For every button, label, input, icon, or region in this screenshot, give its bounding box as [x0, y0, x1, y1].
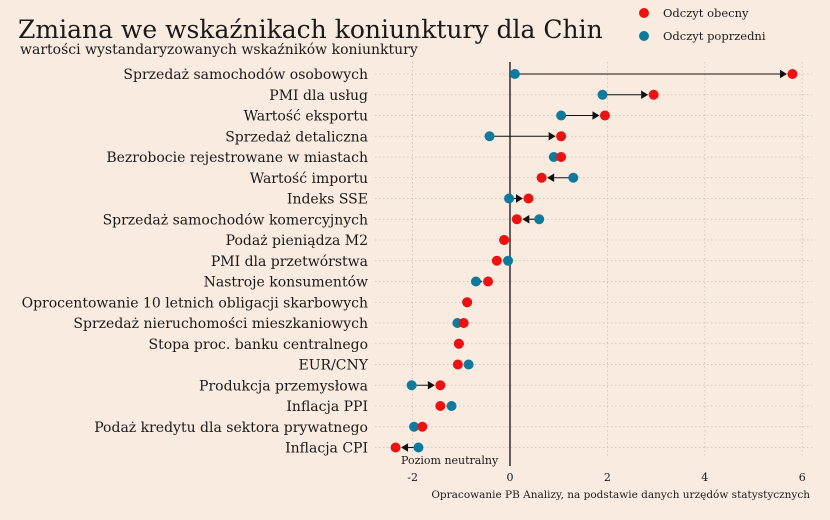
point-current — [556, 152, 567, 162]
point-previous — [413, 442, 424, 453]
change-arrow-head — [641, 90, 649, 99]
x-tick-label: 0 — [507, 471, 514, 484]
category-label: Produkcja przemysłowa — [199, 378, 368, 394]
x-tick-label: 4 — [701, 471, 708, 484]
category-label: EUR/CNY — [299, 358, 369, 374]
legend-label-current: Odczyt obecny — [663, 6, 749, 20]
x-tick-label: 6 — [799, 471, 806, 484]
point-current — [462, 297, 473, 308]
point-previous — [463, 359, 474, 370]
data-points — [390, 69, 798, 453]
point-current — [536, 172, 547, 183]
category-label: Podaż kredytu dla sektora prywatnego — [94, 420, 368, 436]
point-current — [556, 131, 567, 142]
category-label: PMI dla przetwórstwa — [211, 254, 368, 270]
point-previous — [534, 214, 545, 225]
chart-title: Zmiana we wskaźnikach koniunktury dla Ch… — [18, 15, 603, 44]
category-label: Bezrobocie rejestrowane w miastach — [106, 150, 368, 166]
category-label: Podaż pieniądza M2 — [226, 233, 368, 249]
category-label: Inflacja CPI — [285, 441, 368, 457]
point-previous — [597, 89, 608, 100]
legend-label-previous: Odczyt poprzedni — [663, 29, 766, 43]
change-arrow-head — [547, 173, 555, 182]
point-current — [787, 69, 798, 79]
category-label: Indeks SSE — [287, 192, 368, 208]
x-tick-label: 2 — [604, 471, 611, 484]
category-label: Sprzedaż detaliczna — [225, 129, 368, 145]
point-previous — [568, 172, 579, 183]
point-current — [435, 401, 446, 411]
point-previous — [446, 401, 457, 411]
change-arrow-head — [522, 215, 530, 224]
category-label: PMI dla usług — [269, 88, 368, 104]
point-previous — [504, 193, 515, 204]
category-label: Oprocentowanie 10 letnich obligacji skar… — [22, 295, 368, 311]
point-current — [417, 421, 428, 432]
grid — [375, 62, 812, 456]
point-current — [511, 214, 522, 225]
point-previous — [556, 110, 567, 121]
legend: Odczyt obecny Odczyt poprzedni — [639, 6, 766, 43]
point-previous — [406, 380, 417, 391]
change-arrow-head — [516, 194, 524, 203]
category-label: Stopa proc. banku centralnego — [149, 337, 368, 353]
category-label: Inflacja PPI — [286, 399, 368, 415]
point-current — [648, 89, 659, 100]
change-arrow-head — [401, 443, 409, 452]
point-current — [483, 276, 494, 287]
category-label: Wartość importu — [250, 171, 368, 187]
point-current — [452, 359, 463, 370]
point-previous — [484, 131, 495, 142]
legend-marker-previous — [639, 31, 649, 41]
point-current — [435, 380, 446, 391]
change-arrow-head — [548, 132, 556, 141]
category-label: Wartość eksportu — [244, 109, 368, 125]
change-arrow-head — [592, 111, 600, 120]
x-tick-label: -2 — [407, 471, 418, 484]
point-previous — [409, 421, 420, 432]
point-previous — [470, 276, 481, 287]
point-previous — [548, 152, 559, 162]
point-current — [523, 193, 534, 204]
point-current — [499, 235, 510, 245]
source-note: Opracowanie PB Analizy, na podstawie dan… — [431, 489, 810, 501]
point-previous — [503, 255, 514, 266]
change-arrow-head — [427, 381, 435, 390]
point-current — [453, 338, 464, 349]
point-current — [458, 318, 469, 328]
category-label: Sprzedaż samochodów osobowych — [123, 67, 368, 83]
point-previous — [509, 69, 520, 79]
chart-subtitle: wartości wystandaryzowanych wskaźników k… — [20, 42, 418, 58]
change-arrow-head — [779, 69, 787, 79]
change-arrows — [401, 69, 787, 452]
category-label: Sprzedaż samochodów komercyjnych — [103, 212, 368, 228]
legend-marker-current — [639, 8, 649, 18]
point-current — [491, 255, 502, 266]
neutral-level-label: Poziom neutralny — [401, 454, 499, 467]
point-current — [390, 442, 401, 453]
category-labels: Sprzedaż samochodów osobowych PMI dla usł… — [22, 67, 369, 457]
x-axis-ticks: -2 0 2 4 6 — [407, 471, 805, 484]
category-label: Sprzedaż nieruchomości mieszkaniowych — [73, 316, 368, 332]
category-label: Nastroje konsumentów — [204, 275, 368, 291]
point-current — [599, 110, 610, 121]
